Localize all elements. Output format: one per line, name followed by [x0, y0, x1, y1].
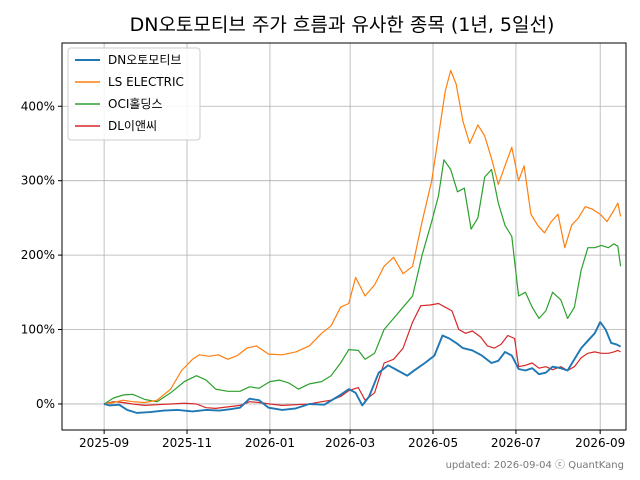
y-tick-label: 400%	[21, 99, 55, 113]
legend-label: LS ELECTRIC	[108, 75, 184, 89]
legend-label: DL이앤씨	[108, 119, 157, 133]
x-tick-label: 2026-07	[491, 436, 541, 450]
footer-credit: updated: 2026-09-04 ⓒ QuantKang	[446, 459, 624, 471]
y-tick-label: 0%	[36, 397, 55, 411]
legend-label: OCI홀딩스	[108, 97, 162, 111]
series-line-0	[103, 321, 622, 414]
x-tick-label: 2026-05	[408, 436, 458, 450]
x-tick-label: 2026-09	[575, 436, 625, 450]
series-lines	[103, 69, 622, 414]
y-tick-label: 200%	[21, 248, 55, 262]
plot-frame	[61, 42, 627, 431]
x-tick-label: 2026-01	[245, 436, 295, 450]
chart-title: DN오토모티브 주가 흐름과 유사한 종목 (1년, 5일선)	[130, 14, 555, 36]
series-line-3	[103, 302, 621, 409]
x-tick-label: 2025-09	[79, 436, 129, 450]
legend-label: DN오토모티브	[108, 53, 181, 67]
legend-box	[67, 47, 201, 141]
series-line-2	[103, 159, 622, 405]
y-tick-label: 100%	[21, 323, 55, 337]
axis-ticks: 2025-09 2025-11 2026-01 2026-03 2026-05 2026-…	[21, 99, 626, 450]
x-tick-label: 2025-11	[162, 436, 212, 450]
y-tick-label: 300%	[21, 174, 55, 188]
x-tick-label: 2026-03	[325, 436, 375, 450]
legend: DN오토모티브 LS ELECTRIC OCI홀딩스 DL이앤씨	[67, 47, 201, 141]
series-line-1	[104, 69, 622, 405]
